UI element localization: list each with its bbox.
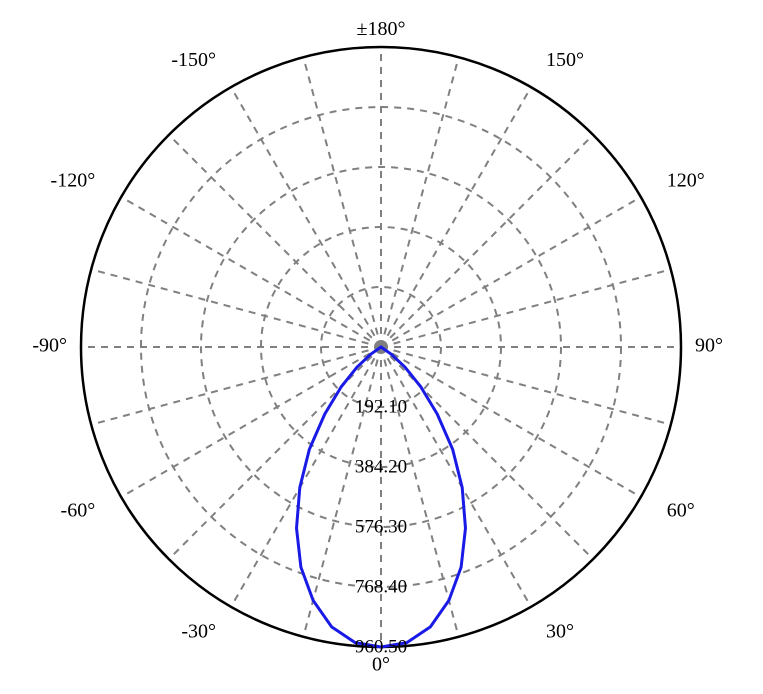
grid-spoke (381, 87, 531, 347)
grid-spoke (381, 197, 641, 347)
angle-tick-label: -60° (61, 500, 96, 522)
grid-spoke (121, 197, 381, 347)
grid-spoke (303, 57, 381, 347)
polar-chart: 192.10384.20576.30768.40960.500°30°60°90… (0, 0, 763, 694)
angle-tick-label: -90° (32, 335, 67, 357)
angle-tick-label: 150° (546, 49, 584, 71)
angle-tick-label: 120° (667, 170, 705, 192)
angle-tick-label: 30° (546, 620, 574, 642)
radial-tick-label: 192.10 (355, 396, 407, 417)
grid-spoke (169, 135, 381, 347)
radial-tick-label: 384.20 (355, 456, 407, 477)
grid-spoke (381, 57, 459, 347)
angle-tick-label: 90° (695, 335, 723, 357)
grid-spoke (91, 347, 381, 425)
angle-tick-label: ±180° (357, 18, 406, 40)
grid-spoke (381, 347, 671, 425)
grid-spoke (381, 269, 671, 347)
angle-tick-label: 0° (372, 654, 390, 676)
grid-spoke (121, 347, 381, 497)
grid-spoke (381, 135, 593, 347)
radial-tick-label: 768.40 (355, 576, 407, 597)
radial-tick-label: 576.30 (355, 516, 407, 537)
grid-spoke (231, 87, 381, 347)
grid-spoke (381, 347, 641, 497)
angle-tick-label: -30° (181, 620, 216, 642)
angle-tick-label: 60° (667, 500, 695, 522)
angle-tick-label: -150° (171, 49, 216, 71)
radial-labels: 192.10384.20576.30768.40960.50 (355, 396, 407, 657)
grid-spoke (91, 269, 381, 347)
angle-tick-label: -120° (51, 170, 96, 192)
